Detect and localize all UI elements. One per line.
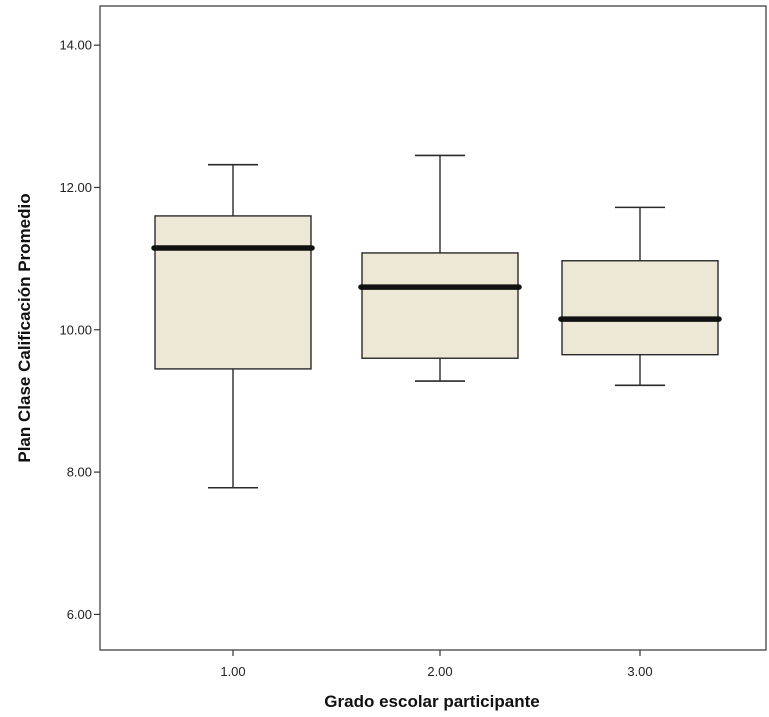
y-tick-label: 10.00 [59,322,92,337]
box-1.00 [151,163,315,489]
y-tick-label: 12.00 [59,180,92,195]
x-tick-label: 2.00 [427,664,452,679]
box-group [151,154,722,489]
x-tick-label: 3.00 [627,664,652,679]
y-tick-label: 6.00 [67,607,92,622]
interquartile-box [561,260,719,356]
interquartile-box [154,215,312,370]
box-2.00 [358,154,522,382]
y-axis: 6.00 8.00 10.00 12.00 14.00 [59,38,100,622]
x-axis-title: Grado escolar participante [324,692,539,711]
interquartile-box [361,252,519,359]
x-tick-label: 1.00 [220,664,245,679]
box-3.00 [558,206,722,387]
y-tick-label: 14.00 [59,38,92,53]
y-tick-label: 8.00 [67,465,92,480]
y-axis-title: Plan Clase Calificación Promedio [15,193,34,462]
plot-frame [99,5,767,651]
x-axis: 1.00 2.00 3.00 [220,650,653,679]
